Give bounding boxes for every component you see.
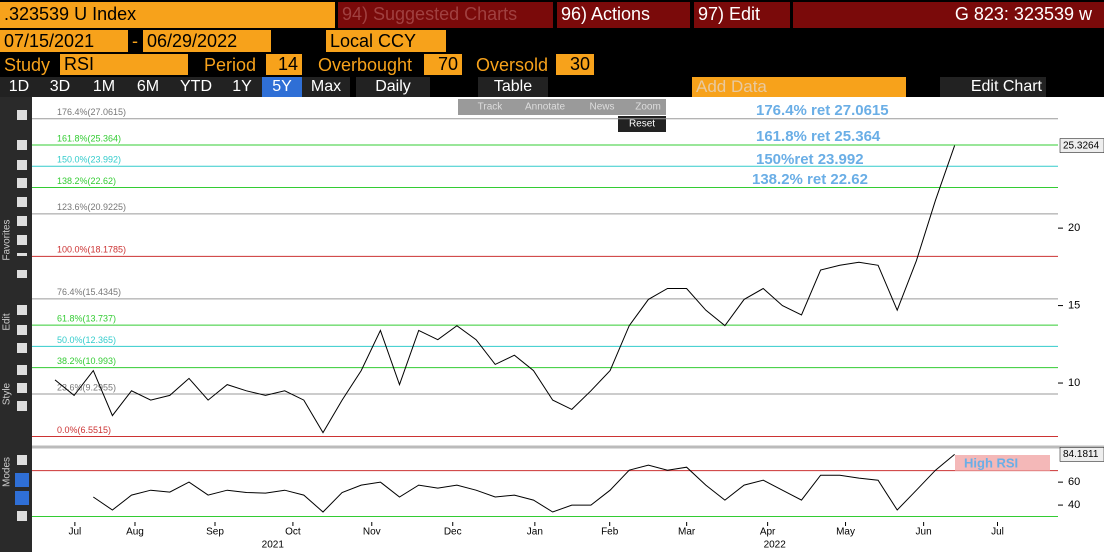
table-button[interactable]: Table — [478, 77, 548, 97]
date-separator: - — [132, 31, 138, 51]
x-tick-label: Mar — [678, 527, 696, 538]
start-date[interactable]: 07/15/2021 — [0, 30, 128, 52]
level-label: 161.8%(25.364) — [57, 133, 121, 143]
range-button[interactable]: 5Y — [262, 77, 302, 97]
period-field[interactable]: 14 — [266, 54, 302, 75]
x-tick-label: Nov — [363, 527, 381, 538]
study-field[interactable]: RSI — [60, 54, 188, 75]
level-label: 76.4%(15.4345) — [57, 287, 121, 297]
sidebar-label: Favorites — [2, 219, 13, 260]
sidebar-label: Edit — [2, 313, 13, 330]
function-field: G 823: 323539 w — [793, 2, 1104, 28]
overbought-field[interactable]: 70 — [424, 54, 462, 75]
annotation: 161.8% ret 25.364 — [756, 128, 881, 145]
series-line — [93, 454, 955, 513]
frequency-button[interactable]: Daily — [356, 77, 430, 97]
level-label: 176.4%(27.0615) — [57, 107, 126, 117]
sidebar-label: Modes — [2, 457, 13, 487]
x-tick-label: Feb — [601, 527, 619, 538]
edit-chart-button[interactable]: Edit Chart — [940, 77, 1046, 97]
annotation: High RSI — [964, 455, 1018, 470]
x-tick-label: Jul — [991, 527, 1004, 538]
range-button[interactable]: 1D — [0, 77, 38, 97]
x-tick-label: Dec — [444, 527, 462, 538]
plot-background — [32, 97, 1104, 552]
x-tick-label: Jul — [68, 527, 81, 538]
security-field[interactable]: .323539 U Index — [0, 2, 335, 28]
reset-button[interactable]: Reset — [629, 119, 655, 130]
level-label: 100.0%(18.1785) — [57, 245, 126, 255]
high-rsi-zone — [955, 455, 1050, 471]
level-label: 150.0%(23.992) — [57, 155, 121, 165]
last-value-label: 25.3264 — [1063, 140, 1100, 151]
year-label: 2021 — [262, 540, 285, 551]
y-tick-label: 60 — [1068, 476, 1080, 488]
y-tick-label: 40 — [1068, 499, 1080, 511]
level-label: 0.0%(6.5515) — [57, 425, 111, 435]
y-tick-label: 15 — [1068, 299, 1080, 311]
x-tick-label: Jun — [916, 527, 932, 538]
range-button[interactable]: 1M — [82, 77, 126, 97]
menu-item[interactable]: Track — [478, 102, 504, 113]
level-label: 23.6%(9.2955) — [57, 382, 116, 392]
series-line — [54, 145, 956, 434]
period-label: Period — [204, 55, 257, 75]
y-tick-label: 20 — [1068, 222, 1080, 234]
range-button[interactable]: 6M — [126, 77, 170, 97]
last-value-box — [1059, 138, 1104, 153]
level-label: 123.6%(20.9225) — [57, 202, 126, 212]
x-tick-label: May — [836, 527, 855, 538]
chart: Favorites Edit Style Modes Reset Track An… — [0, 97, 1104, 552]
x-tick-label: Apr — [760, 527, 776, 538]
actions-button[interactable]: 96) Actions — [557, 2, 690, 28]
range-button[interactable]: 1Y — [222, 77, 262, 97]
x-tick-label: Oct — [285, 527, 301, 538]
x-tick-label: Jan — [527, 527, 543, 538]
edit-button[interactable]: 97) Edit — [694, 2, 790, 28]
range-button[interactable]: 3D — [38, 77, 82, 97]
menu-item[interactable]: Zoom — [635, 102, 661, 113]
y-tick-label: 10 — [1068, 377, 1080, 389]
range-button[interactable]: Max — [302, 77, 350, 97]
oversold-field[interactable]: 30 — [556, 54, 594, 75]
menu-item[interactable]: Annotate — [525, 102, 565, 113]
reset-button-bg — [618, 116, 666, 132]
suggested-button[interactable]: 94) Suggested Charts — [338, 2, 553, 28]
year-label: 2022 — [764, 540, 787, 551]
sidebar-label: Style — [2, 382, 13, 405]
annotation: 138.2% ret 22.62 — [752, 171, 868, 188]
add-data-field[interactable]: Add Data — [692, 77, 906, 97]
level-label: 61.8%(13.737) — [57, 314, 116, 324]
oversold-label: Oversold — [476, 55, 549, 75]
x-tick-label: Sep — [206, 527, 224, 538]
last-value-box — [1059, 447, 1104, 462]
level-label: 50.0%(12.365) — [57, 335, 116, 345]
annotation: 150%ret 23.992 — [756, 151, 864, 168]
annotation: 176.4% ret 27.0615 — [756, 102, 889, 119]
chart-menu — [458, 99, 666, 115]
level-label: 138.2%(22.62) — [57, 176, 116, 186]
overbought-label: Overbought — [318, 55, 413, 75]
x-tick-label: Aug — [126, 527, 144, 538]
level-label: 38.2%(10.993) — [57, 356, 116, 366]
currency-field[interactable]: Local CCY — [326, 30, 446, 52]
study-label: Study — [4, 55, 51, 75]
last-value-label: 84.1811 — [1063, 449, 1099, 460]
range-button[interactable]: YTD — [170, 77, 222, 97]
menu-item[interactable]: News — [589, 102, 614, 113]
end-date[interactable]: 06/29/2022 — [143, 30, 271, 52]
sidebar-icons — [15, 110, 29, 521]
